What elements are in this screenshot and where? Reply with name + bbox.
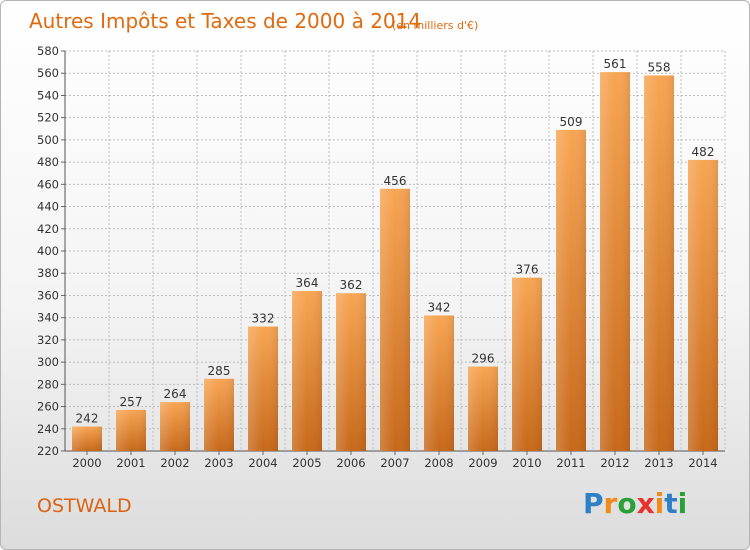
bar-shine-2013 — [644, 75, 674, 451]
logo-letter: o — [617, 487, 637, 520]
logo-letter: r — [603, 487, 618, 520]
x-tick-label: 2005 — [292, 456, 321, 470]
data-labels: 242 257 264 285 332 364 362 456 342 296 376 509 561 5… — [76, 57, 715, 425]
x-tick-label: 2000 — [72, 456, 101, 470]
bar-shine-2005 — [292, 291, 322, 451]
logo-letter: P — [583, 487, 604, 520]
value-label-2000: 242 — [76, 412, 99, 426]
y-tick-label: 460 — [37, 177, 59, 191]
bar-shine-2001 — [116, 409, 146, 451]
x-tick-label: 2007 — [380, 456, 409, 470]
bar-shine-2004 — [248, 326, 278, 451]
x-tick-label: 2009 — [468, 456, 497, 470]
y-tick-label: 340 — [37, 311, 59, 325]
y-tick-label: 520 — [37, 111, 59, 125]
value-label-2009: 296 — [472, 352, 495, 366]
y-tick-label: 440 — [37, 200, 59, 214]
bar-shine-2002 — [160, 402, 190, 451]
x-tick-label: 2001 — [116, 456, 145, 470]
value-label-2006: 362 — [340, 278, 363, 292]
value-label-2008: 342 — [428, 300, 451, 314]
logo-letter: i — [677, 487, 688, 520]
x-tick-label: 2013 — [644, 456, 673, 470]
y-tick-label: 300 — [37, 355, 59, 369]
x-tick-label: 2006 — [336, 456, 365, 470]
y-tick-label: 320 — [37, 333, 59, 347]
y-tick-label: 380 — [37, 266, 59, 280]
bar-shine-2008 — [424, 315, 454, 451]
bar-shine-2007 — [380, 188, 410, 451]
bar-shine-2011 — [556, 129, 586, 451]
value-label-2012: 561 — [604, 57, 627, 71]
bar-shine-2009 — [468, 366, 498, 451]
bar-shine-2003 — [204, 378, 234, 451]
x-tick-label: 2011 — [556, 456, 585, 470]
y-tick-label: 500 — [37, 133, 59, 147]
y-tick-label: 400 — [37, 244, 59, 258]
x-tick-label: 2003 — [204, 456, 233, 470]
x-tick-label: 2004 — [248, 456, 277, 470]
proxiti-logo[interactable]: Proxiti — [583, 487, 687, 520]
value-label-2010: 376 — [516, 263, 539, 277]
axes: 220 240 260 280 300 320 340 360 380 400 420 440 460 4… — [37, 44, 725, 470]
y-tick-label: 260 — [37, 400, 59, 414]
place-name: OSTWALD — [37, 495, 132, 517]
y-tick-label: 360 — [37, 288, 59, 302]
y-tick-label: 580 — [37, 44, 59, 58]
bar-shine-2006 — [336, 293, 366, 451]
x-tick-label: 2008 — [424, 456, 453, 470]
y-tick-label: 480 — [37, 155, 59, 169]
value-label-2004: 332 — [252, 312, 275, 326]
bar-shine-2014 — [688, 159, 718, 451]
gridlines — [64, 50, 726, 452]
bar-shine-2000 — [72, 426, 102, 451]
x-tick-label: 2014 — [688, 456, 717, 470]
y-tick-label: 420 — [37, 222, 59, 236]
chart-title: Autres Impôts et Taxes de 2000 à 2014 — [29, 9, 422, 33]
x-tick-label: 2012 — [600, 456, 629, 470]
value-label-2007: 456 — [384, 174, 407, 188]
chart-subtitle: (en milliers d'€) — [392, 19, 479, 32]
value-label-2001: 257 — [120, 395, 143, 409]
y-tick-label: 560 — [37, 66, 59, 80]
logo-letter: x — [636, 487, 655, 520]
bars — [72, 72, 718, 451]
bar-shine-2010 — [512, 277, 542, 451]
value-label-2013: 558 — [648, 60, 671, 74]
y-tick-label: 540 — [37, 88, 59, 102]
x-tick-label: 2010 — [512, 456, 541, 470]
logo-letter: t — [664, 487, 678, 520]
x-tick-label: 2002 — [160, 456, 189, 470]
value-label-2002: 264 — [164, 387, 187, 401]
value-label-2011: 509 — [560, 115, 583, 129]
value-label-2014: 482 — [692, 145, 715, 159]
y-tick-label: 220 — [37, 444, 59, 458]
value-label-2005: 364 — [296, 276, 319, 290]
value-label-2003: 285 — [208, 364, 231, 378]
y-tick-label: 240 — [37, 422, 59, 436]
bar-shine-2012 — [600, 72, 630, 451]
y-tick-label: 280 — [37, 377, 59, 391]
logo-letter: i — [654, 487, 665, 520]
